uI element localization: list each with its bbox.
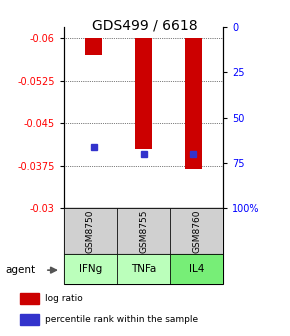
- Bar: [117, 208, 170, 254]
- Bar: [135, 38, 152, 149]
- Text: IFNg: IFNg: [79, 264, 102, 274]
- Text: GSM8750: GSM8750: [86, 209, 95, 253]
- Text: log ratio: log ratio: [45, 294, 83, 303]
- Text: TNFa: TNFa: [131, 264, 156, 274]
- Text: GDS499 / 6618: GDS499 / 6618: [92, 18, 198, 33]
- Bar: [85, 38, 102, 55]
- Bar: [117, 254, 170, 284]
- Bar: [64, 254, 117, 284]
- Bar: [170, 254, 223, 284]
- Text: GSM8760: GSM8760: [192, 209, 201, 253]
- Bar: [20, 293, 39, 304]
- Bar: [170, 208, 223, 254]
- Text: GSM8755: GSM8755: [139, 209, 148, 253]
- Bar: [64, 208, 117, 254]
- Bar: [20, 314, 39, 325]
- Text: IL4: IL4: [189, 264, 204, 274]
- Text: percentile rank within the sample: percentile rank within the sample: [45, 315, 198, 324]
- Text: agent: agent: [6, 265, 36, 275]
- Bar: [185, 38, 202, 169]
